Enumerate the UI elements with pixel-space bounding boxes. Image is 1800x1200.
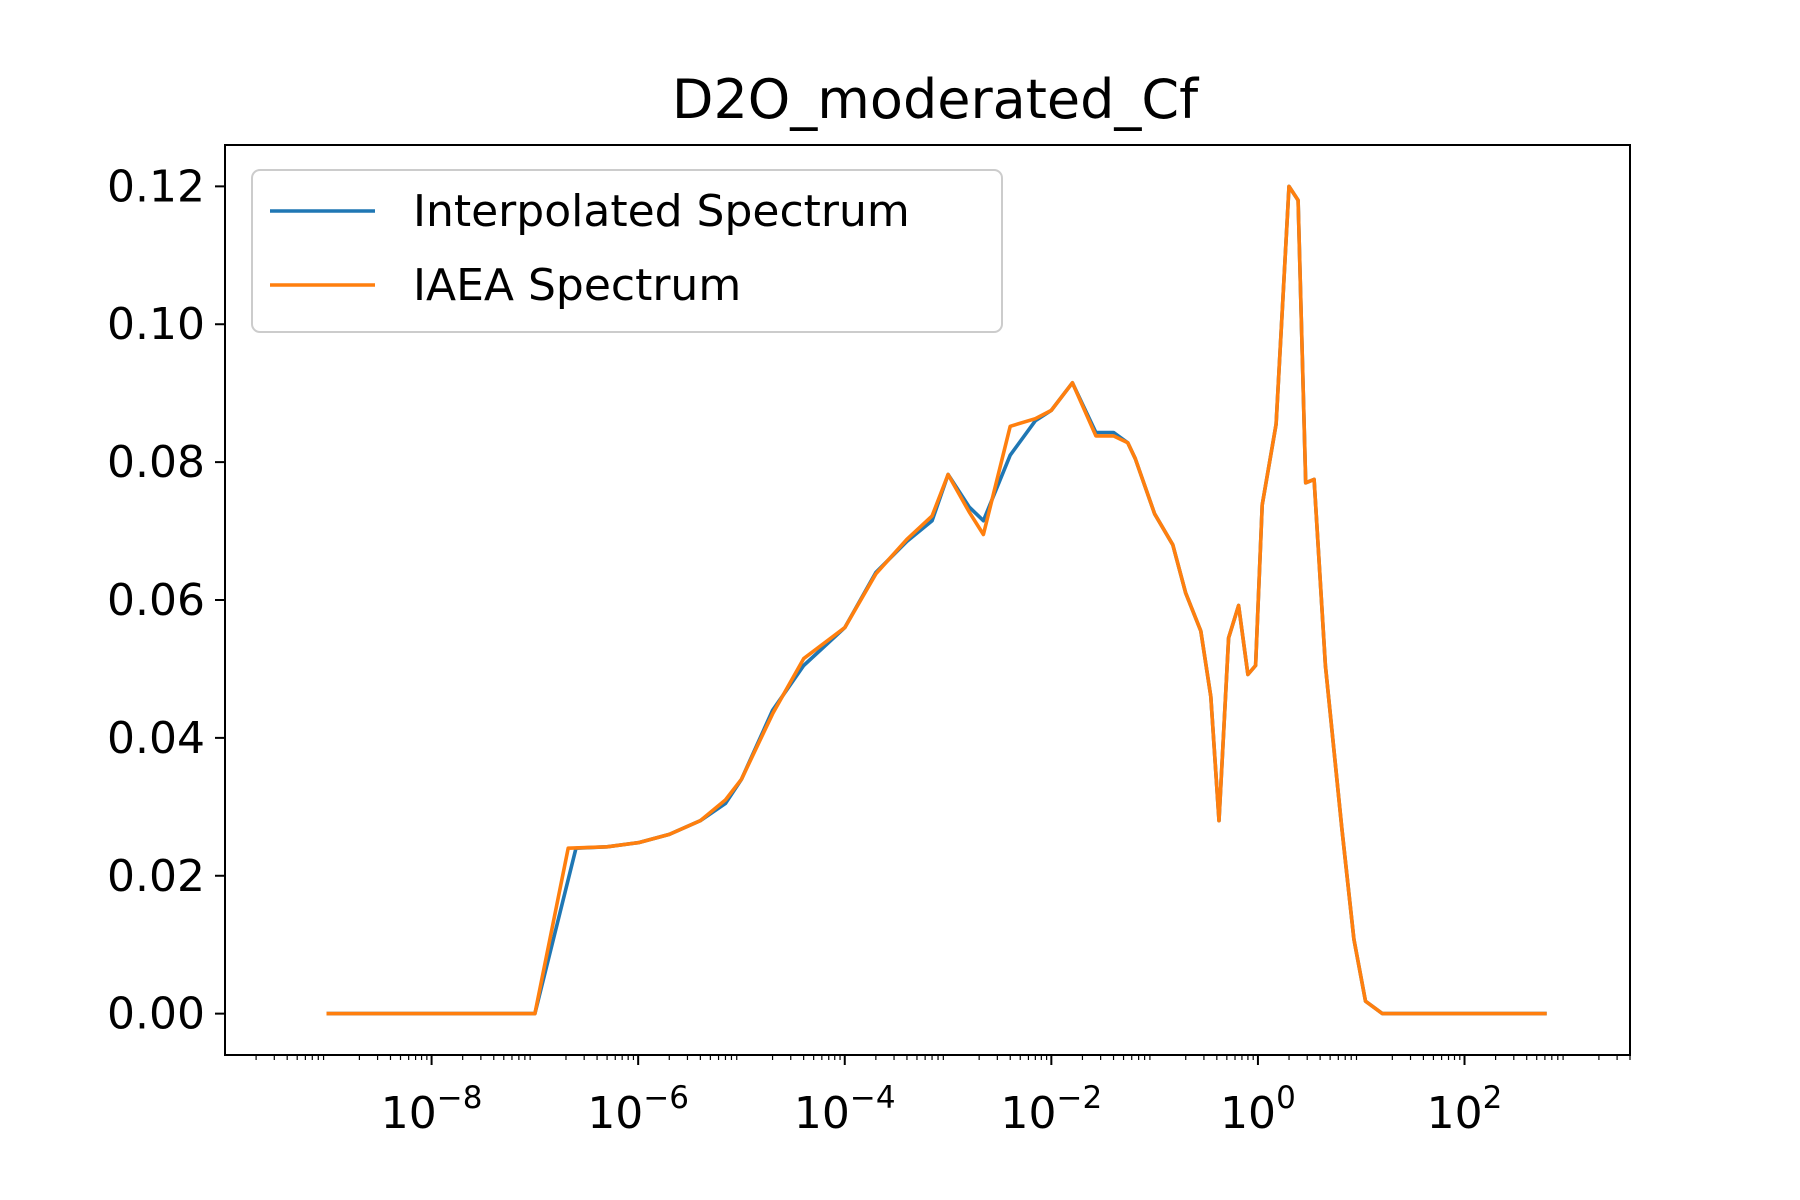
y-tick-label: 0.04	[107, 713, 205, 764]
y-tick-label: 0.06	[107, 575, 205, 626]
y-tick-label: 0.10	[107, 299, 205, 350]
chart-title: D2O_moderated_Cf	[672, 68, 1200, 131]
x-tick-label: 10−2	[1000, 1080, 1102, 1139]
series-layer	[326, 184, 1547, 1016]
y-tick-label: 0.08	[107, 437, 205, 488]
x-tick-label: 10−4	[794, 1080, 896, 1139]
legend-label: IAEA Spectrum	[413, 260, 741, 311]
legend: Interpolated Spectrum IAEA Spectrum	[251, 169, 1003, 333]
y-axis: 0.00 0.02 0.04 0.06 0.08 0.10 0.12	[107, 161, 225, 1040]
series-line-iaea-spectrum	[326, 184, 1547, 1016]
x-tick-label: 10−8	[381, 1080, 483, 1139]
y-tick-label: 0.02	[107, 851, 205, 902]
x-tick-label: 10−6	[587, 1080, 689, 1139]
y-tick-label: 0.00	[107, 989, 205, 1040]
x-axis: 10−8 10−6 10−4 10−2 100 102	[255, 1055, 1631, 1139]
legend-box	[251, 169, 1003, 333]
x-tick-label: 100	[1220, 1080, 1296, 1139]
x-tick-label: 102	[1427, 1080, 1503, 1139]
legend-label: Interpolated Spectrum	[413, 186, 910, 237]
y-tick-label: 0.12	[107, 161, 205, 212]
